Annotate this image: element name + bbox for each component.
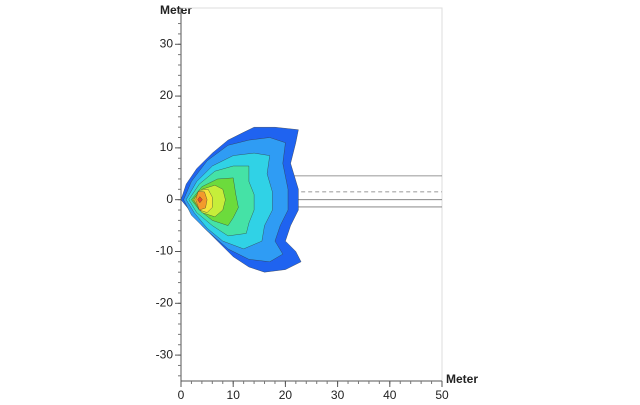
- y-tick-label: 30: [160, 36, 174, 50]
- contour-level: [197, 196, 203, 204]
- x-tick-label: 0: [178, 388, 185, 402]
- y-tick-label: 20: [160, 88, 174, 102]
- x-tick-label: 30: [331, 388, 345, 402]
- x-tick-label: 20: [279, 388, 293, 402]
- x-axis-title: Meter: [446, 372, 478, 386]
- y-tick-label: -10: [156, 244, 174, 258]
- y-tick-label: 10: [160, 140, 174, 154]
- x-tick-label: 10: [227, 388, 241, 402]
- y-axis-title: Meter: [160, 3, 192, 17]
- y-tick-label: -20: [156, 295, 174, 309]
- x-tick-label: 40: [383, 388, 397, 402]
- y-tick-label: 0: [166, 192, 173, 206]
- y-tick-label: -30: [156, 347, 174, 361]
- x-tick-label: 50: [435, 388, 449, 402]
